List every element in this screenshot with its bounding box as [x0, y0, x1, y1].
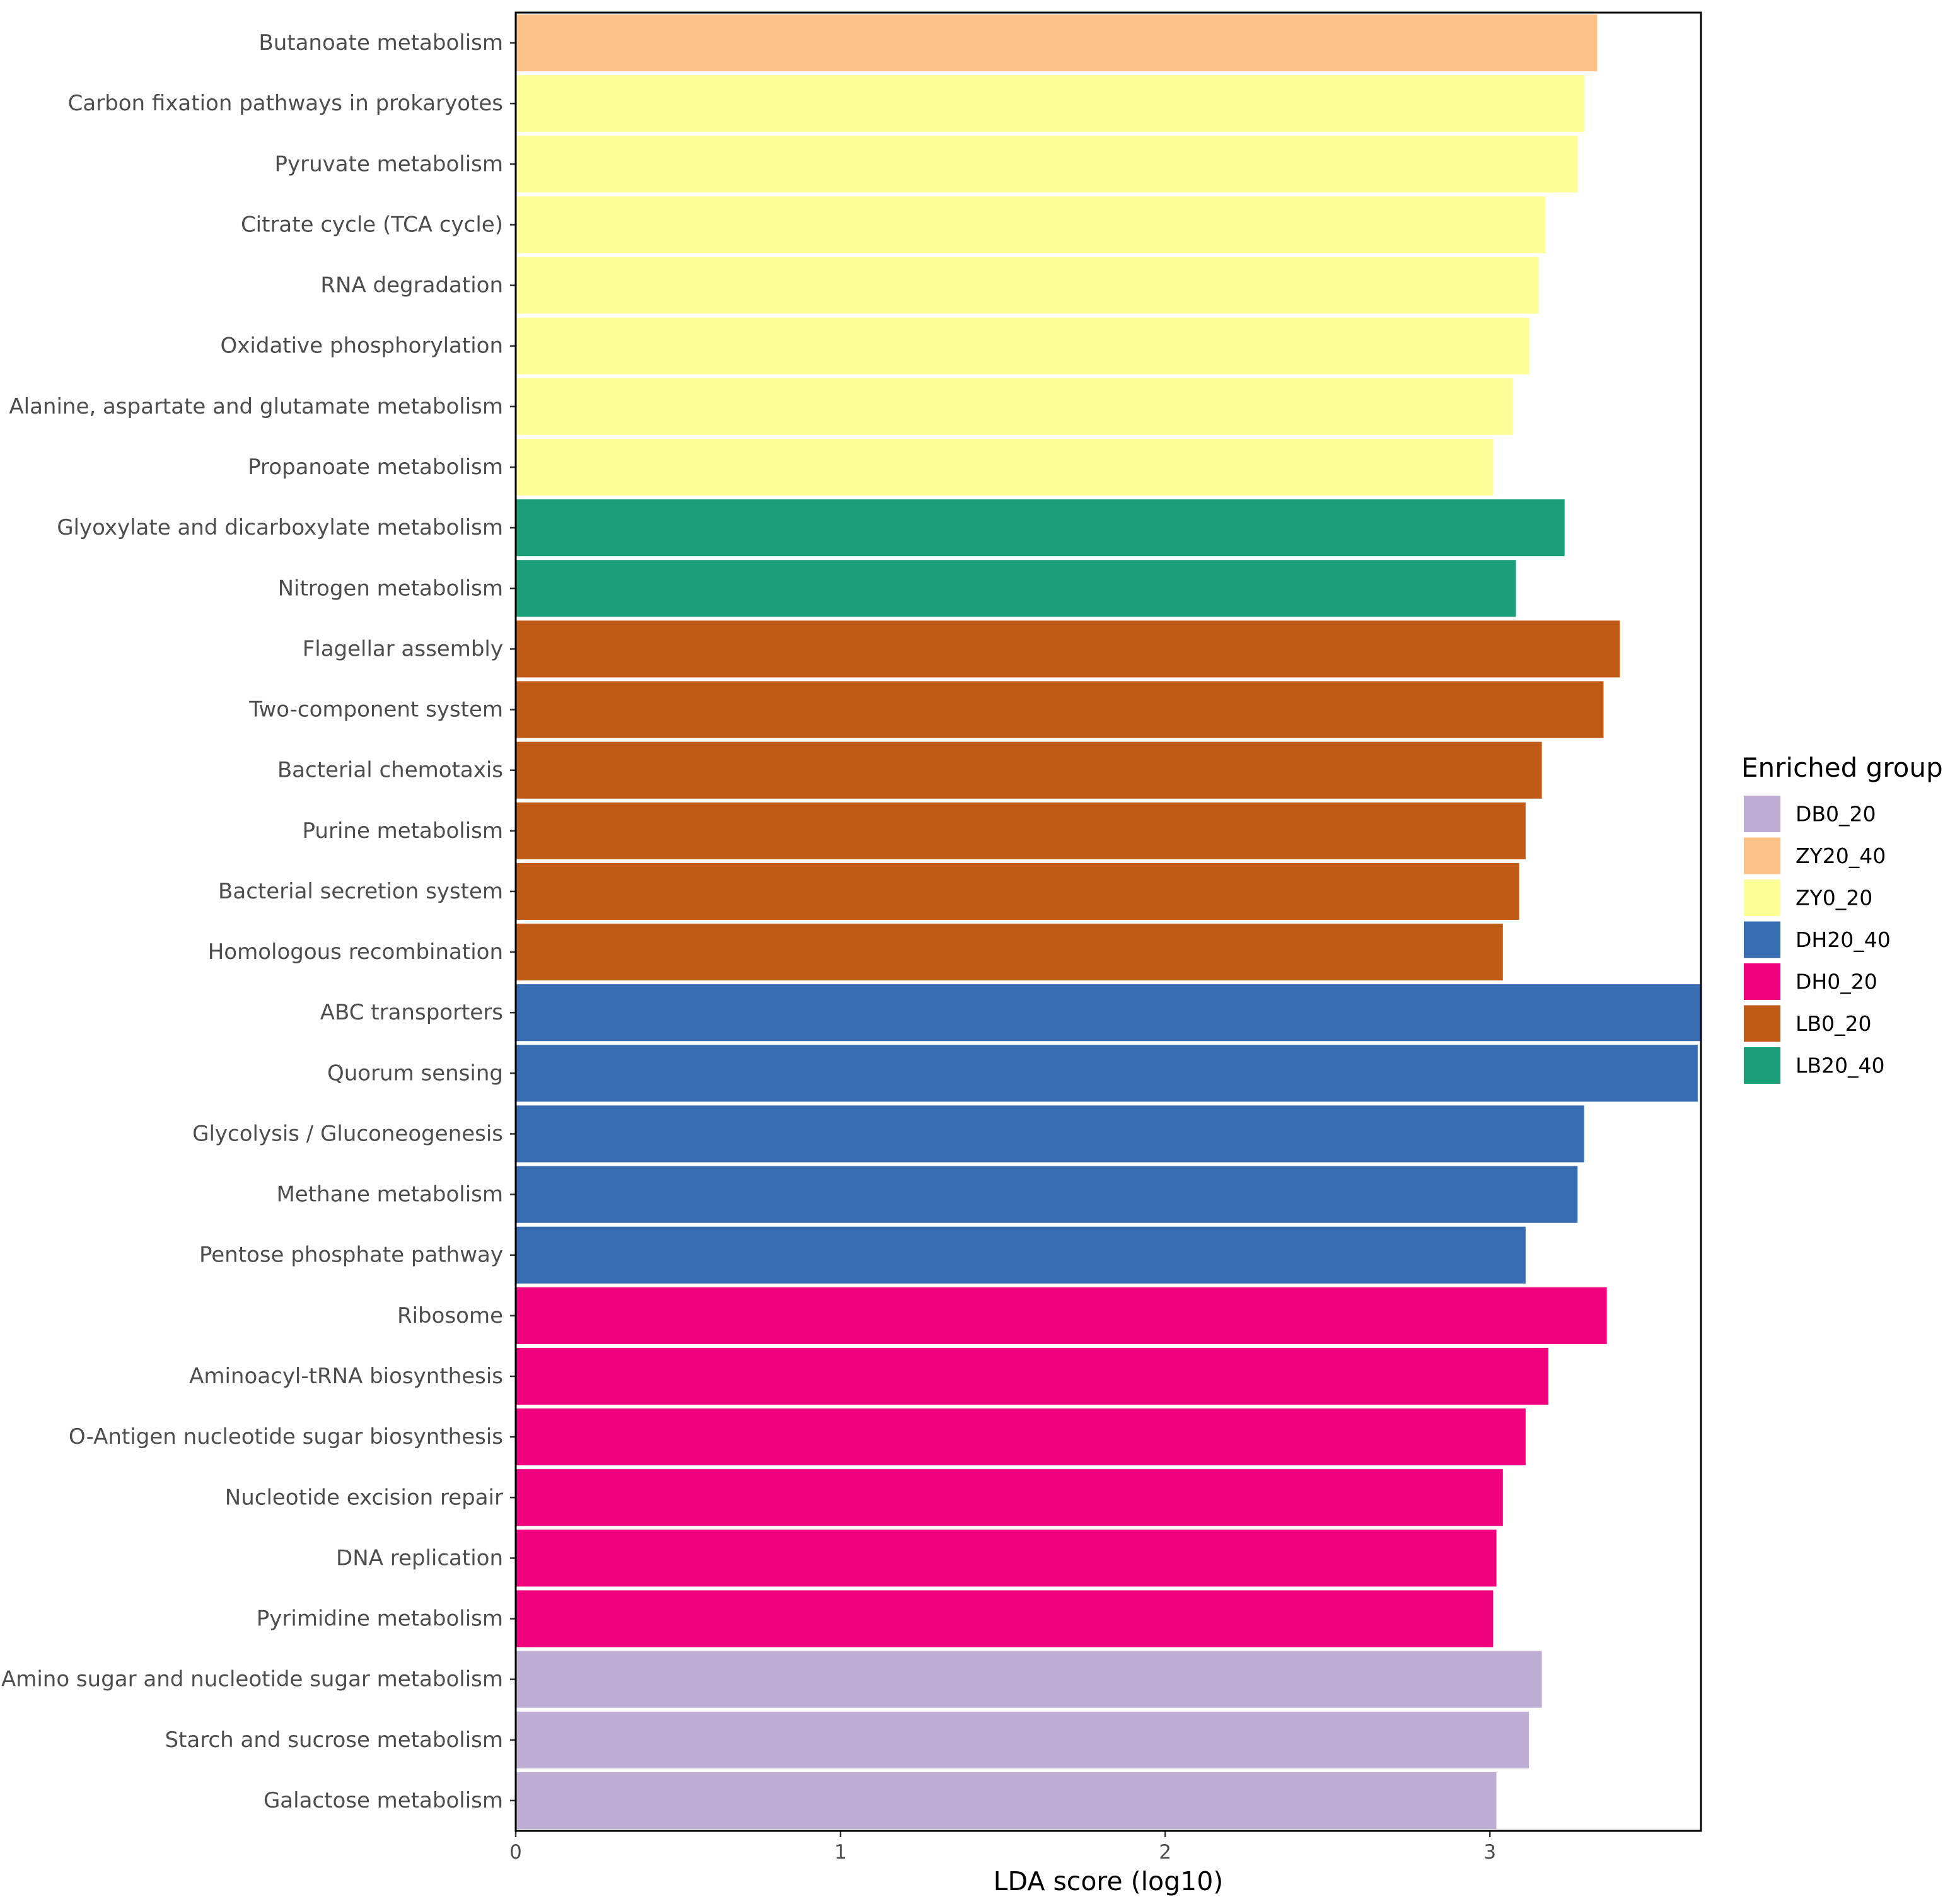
bar	[516, 1226, 1526, 1284]
legend-swatch	[1744, 796, 1780, 832]
legend-label: DH0_20	[1796, 970, 1877, 994]
x-tick-label: 3	[1483, 1841, 1496, 1864]
bar	[516, 1772, 1497, 1829]
x-tick-label: 1	[834, 1841, 847, 1864]
category-label: Nitrogen metabolism	[278, 576, 503, 601]
bar	[516, 75, 1584, 132]
category-label: Homologous recombination	[208, 939, 503, 965]
bar	[516, 15, 1598, 72]
bar	[516, 1651, 1542, 1708]
category-label: Citrate cycle (TCA cycle)	[241, 212, 503, 237]
bar	[516, 1590, 1494, 1647]
legend-swatch	[1744, 921, 1780, 958]
bar	[516, 1166, 1578, 1223]
bar	[516, 1105, 1584, 1163]
bar	[516, 681, 1604, 738]
legend-swatch	[1744, 879, 1780, 916]
bar	[516, 1711, 1529, 1768]
bar	[516, 317, 1529, 374]
category-labels: Butanoate metabolism Carbon fixation path…	[1, 30, 516, 1813]
legend-title: Enriched group	[1741, 752, 1943, 783]
category-label: Glycolysis / Gluconeogenesis	[192, 1121, 503, 1146]
legend: Enriched group DB0_20 ZY20_40 ZY0_20 DH20_4…	[1741, 752, 1943, 1084]
category-label: Ribosome	[397, 1303, 503, 1328]
legend-swatch	[1744, 837, 1780, 874]
bar	[516, 136, 1578, 193]
category-label: Galactose metabolism	[264, 1788, 503, 1813]
x-axis-ticks: 0 1 2 3	[509, 1831, 1496, 1864]
category-label: Butanoate metabolism	[258, 30, 503, 55]
x-axis-title: LDA score (log10)	[994, 1866, 1224, 1896]
legend-label: DH20_40	[1796, 927, 1891, 952]
bar	[516, 802, 1526, 859]
category-label: Amino sugar and nucleotide sugar metabol…	[1, 1667, 503, 1692]
bar	[516, 560, 1516, 617]
bar	[516, 620, 1620, 678]
category-label: Pyrimidine metabolism	[257, 1606, 503, 1632]
legend-swatch	[1744, 963, 1780, 1000]
bar	[516, 862, 1519, 920]
bar	[516, 924, 1503, 981]
legend-swatch	[1744, 1005, 1780, 1042]
category-label: Methane metabolism	[276, 1182, 503, 1207]
legend-label: DB0_20	[1796, 802, 1876, 827]
bar	[516, 196, 1545, 253]
x-tick-label: 2	[1159, 1841, 1171, 1864]
category-label: Pentose phosphate pathway	[199, 1243, 503, 1268]
category-label: Quorum sensing	[327, 1060, 503, 1086]
bar	[516, 499, 1565, 557]
category-label: Glyoxylate and dicarboxylate metabolism	[57, 515, 503, 540]
plot-panel-border	[514, 11, 1702, 1832]
category-label: Starch and sucrose metabolism	[165, 1727, 503, 1753]
category-label: Oxidative phosphorylation	[221, 334, 503, 359]
legend-label: ZY0_20	[1796, 886, 1872, 910]
bar	[516, 1287, 1607, 1344]
category-label: ABC transporters	[320, 1000, 503, 1025]
legend-label: LB20_40	[1796, 1054, 1885, 1078]
category-label: Purine metabolism	[303, 818, 503, 844]
bar	[516, 438, 1494, 496]
category-label: DNA replication	[336, 1545, 503, 1570]
legend-label: ZY20_40	[1796, 844, 1886, 868]
bar	[516, 741, 1542, 799]
category-label: Bacterial secretion system	[218, 879, 503, 904]
category-label: Two-component system	[248, 697, 503, 723]
category-label: Pyruvate metabolism	[275, 151, 503, 177]
category-label: O-Antigen nucleotide sugar biosynthesis	[69, 1424, 503, 1449]
bar	[516, 1347, 1548, 1405]
bar	[516, 984, 1701, 1042]
category-label: Bacterial chemotaxis	[277, 758, 503, 783]
x-tick-label: 0	[509, 1841, 522, 1864]
bar	[516, 1469, 1503, 1526]
bar	[516, 1045, 1698, 1102]
category-label: Propanoate metabolism	[248, 455, 503, 480]
bars-layer	[516, 15, 1701, 1829]
category-label: Flagellar assembly	[303, 636, 503, 661]
bar	[516, 1408, 1526, 1466]
legend-label: LB0_20	[1796, 1011, 1872, 1036]
category-label: Aminoacyl-tRNA biosynthesis	[189, 1364, 503, 1389]
bar	[516, 257, 1539, 314]
category-label: RNA degradation	[320, 273, 503, 298]
category-label: Nucleotide excision repair	[225, 1485, 503, 1510]
bar	[516, 378, 1513, 435]
bar	[516, 1530, 1497, 1587]
category-label: Carbon fixation pathways in prokaryotes	[68, 91, 503, 116]
category-label: Alanine, aspartate and glutamate metabol…	[9, 394, 503, 419]
legend-swatch	[1744, 1047, 1780, 1084]
